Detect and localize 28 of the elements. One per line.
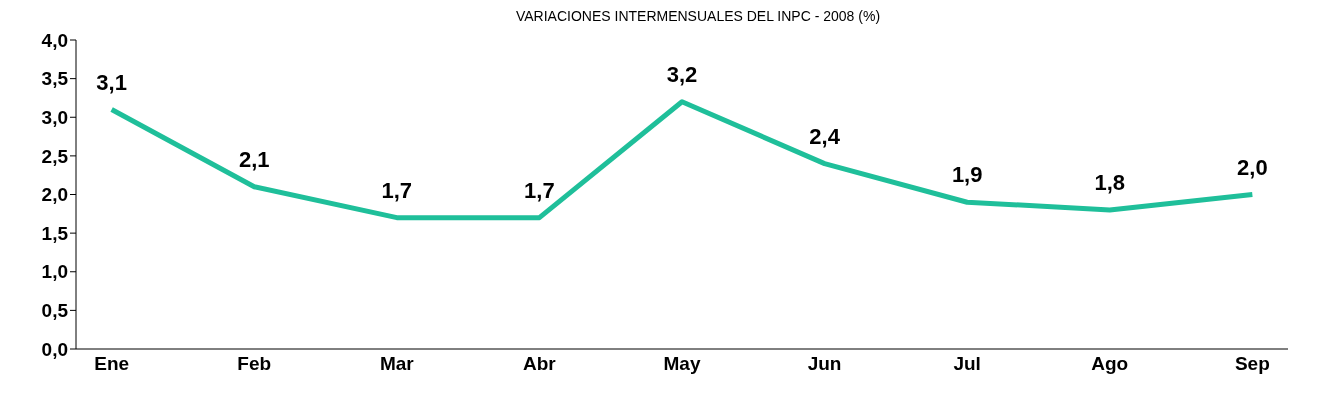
x-tick-label: Jun [807, 353, 842, 375]
x-tick-label: May [663, 353, 701, 375]
data-label: 2,1 [238, 146, 270, 172]
x-tick-label: Ago [1091, 353, 1129, 375]
y-tick-label: 3,5 [41, 68, 69, 90]
y-tick-label: 3,0 [41, 107, 68, 128]
y-tick-label: 1,5 [41, 222, 69, 244]
x-tick-label: Ene [94, 353, 130, 375]
y-tick-label: 1,0 [41, 261, 68, 283]
y-tick-label: 2,5 [41, 145, 69, 167]
y-tick-label: 2,0 [41, 184, 68, 206]
data-label: 2,4 [809, 123, 841, 149]
y-tick-label: 0,5 [41, 300, 69, 322]
x-tick-label: Feb [237, 353, 272, 375]
data-label: 1,7 [524, 177, 555, 203]
x-tick-label: Abr [523, 353, 557, 375]
data-label: 1,9 [951, 162, 983, 188]
data-label: 1,8 [1094, 169, 1126, 195]
x-tick-label: Mar [379, 353, 415, 375]
chart-title: VARIACIONES INTERMENSUALES DEL INPC - 2008 (%) [514, 8, 882, 26]
data-label: 3,2 [666, 61, 698, 87]
x-tick-label: Jul [953, 353, 981, 375]
data-label: 1,7 [381, 177, 413, 203]
y-tick-label: 4,0 [41, 29, 68, 51]
y-tick-label: 0,0 [41, 338, 68, 360]
data-label: 2,0 [1237, 154, 1268, 180]
data-label: 3,1 [96, 69, 127, 95]
x-tick-label: Sep [1234, 353, 1270, 375]
